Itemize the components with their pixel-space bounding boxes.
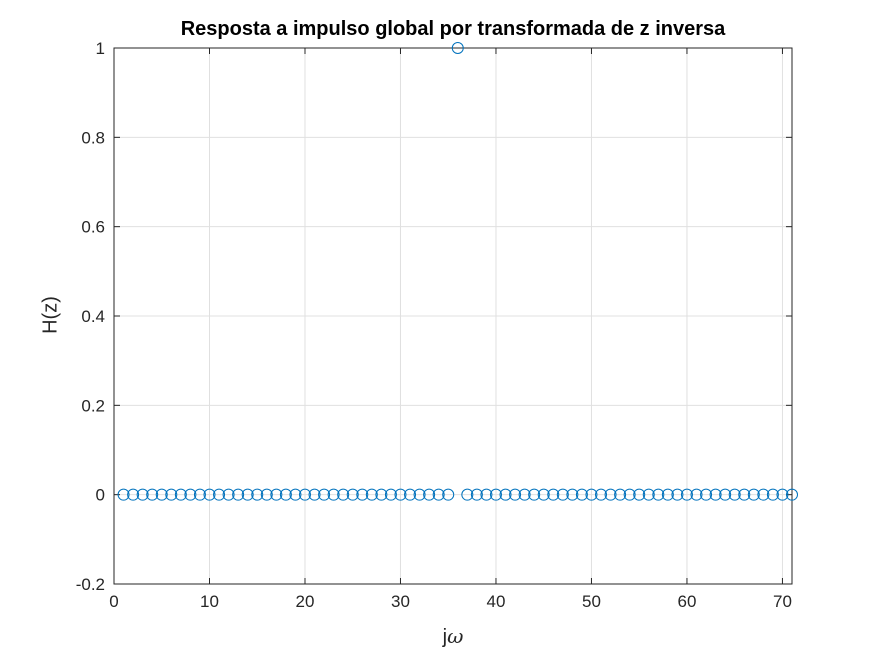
grid-layer [113, 47, 792, 585]
data-point [566, 488, 579, 501]
data-point [499, 488, 512, 501]
data-point [327, 488, 340, 501]
data-point [776, 488, 789, 501]
data-point [489, 488, 502, 501]
data-point [556, 488, 569, 501]
chart-title: Resposta a impulso global por transforma… [180, 18, 726, 40]
x-axis-label-text: j [442, 626, 448, 648]
data-point [289, 488, 302, 501]
data-point [700, 488, 713, 501]
x-axis-label-symbol: ω [447, 624, 464, 648]
data-point [470, 488, 483, 501]
data-point [680, 488, 693, 501]
data-point [423, 488, 436, 501]
data-point [442, 488, 455, 501]
x-tick-label: 0 [109, 592, 118, 611]
data-point [766, 488, 779, 501]
data-point [728, 488, 741, 501]
data-point [451, 42, 464, 54]
data-point [671, 488, 684, 501]
y-tick-label: 0.2 [81, 396, 105, 415]
data-point [633, 488, 646, 501]
x-tick-label: 70 [773, 592, 792, 611]
x-tick-label: 60 [677, 592, 696, 611]
data-point [480, 488, 493, 501]
y-tick-label: 0.4 [81, 307, 105, 326]
data-point [222, 488, 235, 501]
data-point [509, 488, 522, 501]
data-point [365, 488, 378, 501]
x-axis-label: jω [443, 624, 464, 649]
data-point [394, 488, 407, 501]
data-point [127, 488, 140, 501]
y-tick-label: 0.6 [81, 218, 105, 237]
data-point [595, 488, 608, 501]
data-point [193, 488, 206, 501]
data-point [232, 488, 245, 501]
x-tick-label: 50 [582, 592, 601, 611]
data-point [270, 488, 283, 501]
y-axis-label: H(z) [39, 296, 62, 334]
data-point [537, 488, 550, 501]
data-point [642, 488, 655, 501]
x-tick-label: 20 [296, 592, 315, 611]
data-point [251, 488, 264, 501]
x-tick-label: 10 [200, 592, 219, 611]
y-tick-label: 0.8 [81, 128, 105, 147]
data-point [279, 488, 292, 501]
data-point [174, 488, 187, 501]
tick-layer: 0 10 20 30 40 50 60 70-0.200.20.40.60.81 [76, 39, 792, 611]
data-point [404, 488, 417, 501]
data-point [786, 488, 798, 501]
data-point [346, 488, 359, 501]
data-point [652, 488, 665, 501]
data-point [461, 488, 474, 501]
data-point [203, 488, 216, 501]
data-point [747, 488, 760, 501]
data-point [547, 488, 560, 501]
data-point [432, 488, 445, 501]
data-point [155, 488, 168, 501]
data-point [719, 488, 732, 501]
data-point [356, 488, 369, 501]
data-point [241, 488, 254, 501]
x-tick-label: 40 [487, 592, 506, 611]
data-point [384, 488, 397, 501]
data-point [690, 488, 703, 501]
data-point [738, 488, 751, 501]
data-point [318, 488, 331, 501]
data-point [709, 488, 722, 501]
data-point [614, 488, 627, 501]
data-markers [117, 42, 798, 501]
data-point [337, 488, 350, 501]
data-point [585, 488, 598, 501]
data-point [308, 488, 321, 501]
data-point [604, 488, 617, 501]
data-point [375, 488, 388, 501]
data-point [528, 488, 541, 501]
y-tick-label: 1 [96, 39, 105, 58]
data-point [623, 488, 636, 501]
data-point [518, 488, 531, 501]
data-point [757, 488, 770, 501]
data-point [298, 488, 311, 501]
y-tick-label: -0.2 [76, 575, 105, 594]
data-point [413, 488, 426, 501]
data-point [260, 488, 273, 501]
data-point [165, 488, 178, 501]
data-point [184, 488, 197, 501]
y-tick-label: 0 [96, 486, 105, 505]
data-point [136, 488, 149, 501]
x-tick-label: 30 [391, 592, 410, 611]
data-point [117, 488, 130, 501]
data-point [146, 488, 159, 501]
data-point [575, 488, 588, 501]
data-point [213, 488, 226, 501]
data-point [661, 488, 674, 501]
